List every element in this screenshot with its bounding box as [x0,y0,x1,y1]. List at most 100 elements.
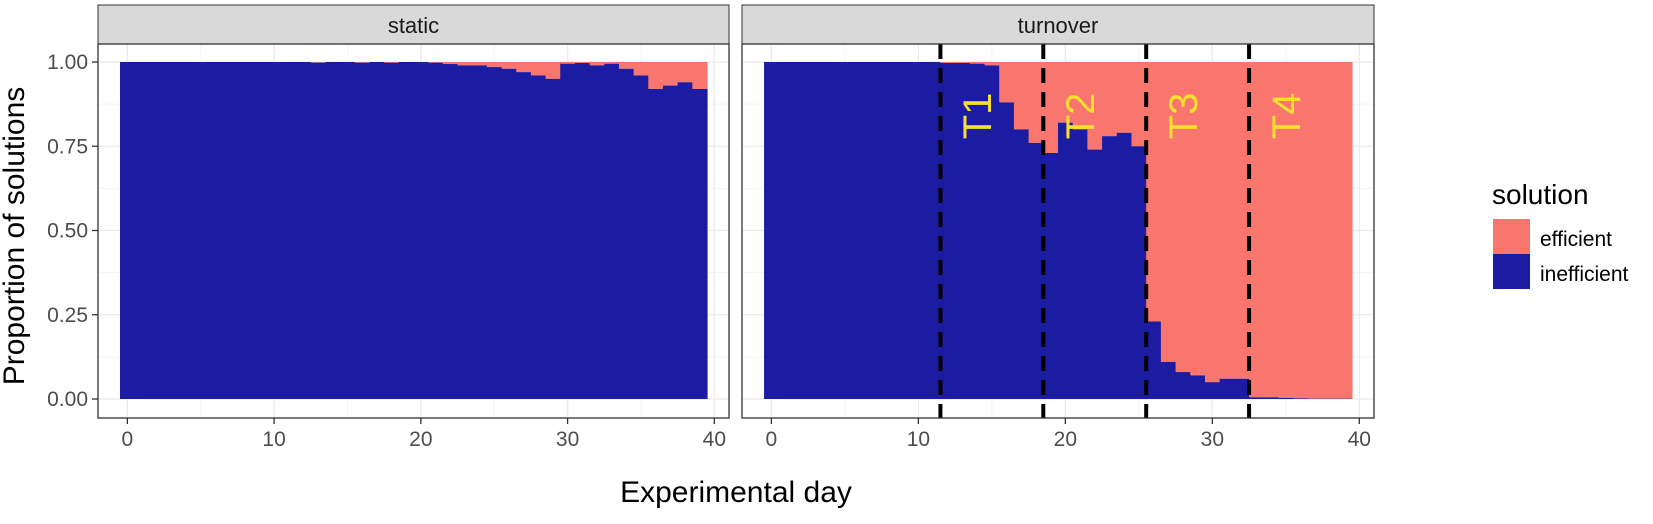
bar-inefficient-day-5 [838,62,853,399]
bar-inefficient-day-37 [663,86,678,399]
bar-efficient-day-18 [384,62,399,63]
bar-inefficient-day-7 [223,62,238,399]
bar-inefficient-day-0 [764,62,779,399]
bar-inefficient-day-35 [634,75,649,399]
bar-inefficient-day-21 [428,63,443,399]
bar-inefficient-day-36 [648,89,663,399]
bar-efficient-day-37 [1308,62,1323,399]
bar-inefficient-day-26 [1146,321,1161,399]
bar-inefficient-day-35 [1278,398,1293,399]
bar-inefficient-day-28 [531,75,546,399]
y-tick-label: 0.50 [47,220,88,243]
bar-inefficient-day-1 [135,62,150,399]
bar-inefficient-day-20 [414,62,429,399]
bar-efficient-day-36 [648,62,663,89]
bar-inefficient-day-31 [1220,379,1235,399]
bar-inefficient-day-5 [193,62,208,399]
bar-inefficient-day-13 [311,63,326,399]
bar-inefficient-day-34 [1264,397,1279,399]
x-tick-label: 40 [703,428,726,451]
bar-inefficient-day-28 [1176,372,1191,399]
annotation-T3: T3 [1162,93,1206,140]
x-tick-label: 0 [122,428,134,451]
bar-efficient-day-30 [560,62,575,64]
bar-efficient-day-23 [458,62,473,65]
bar-inefficient-day-27 [516,72,531,399]
bar-inefficient-day-16 [999,102,1014,399]
bar-efficient-day-26 [1146,62,1161,321]
legend: solution efficient inefficient [1492,179,1629,289]
bar-efficient-day-28 [531,62,546,75]
bar-inefficient-day-19 [399,62,414,399]
bar-inefficient-day-17 [369,62,384,399]
bar-inefficient-day-33 [604,64,619,399]
bar-efficient-day-12 [940,62,955,63]
bar-efficient-day-13 [955,62,970,63]
bar-inefficient-day-15 [340,62,355,399]
bar-inefficient-day-11 [926,62,941,399]
bar-inefficient-day-22 [1087,150,1102,399]
x-tick-label: 20 [409,428,432,451]
bar-inefficient-day-32 [590,65,605,399]
bar-inefficient-day-24 [1117,133,1132,399]
x-tick-label: 40 [1348,428,1371,451]
bar-efficient-day-27 [516,62,531,72]
bar-inefficient-day-21 [1073,129,1088,399]
bar-inefficient-day-24 [472,65,487,399]
y-axis-title: Proportion of solutions [0,87,31,386]
bar-inefficient-day-23 [1102,136,1117,399]
bar-efficient-day-25 [487,62,502,67]
legend-label-efficient: efficient [1540,228,1612,251]
bar-efficient-day-29 [546,62,561,79]
bar-efficient-day-37 [663,62,678,86]
bar-efficient-day-35 [634,62,649,75]
bar-inefficient-day-26 [502,69,517,399]
bar-efficient-day-13 [311,62,326,63]
bar-inefficient-day-9 [896,62,911,399]
bar-efficient-day-16 [999,62,1014,102]
x-tick-label: 10 [907,428,930,451]
bar-inefficient-day-20 [1058,123,1073,399]
bar-inefficient-day-30 [560,64,575,399]
bar-inefficient-day-33 [1249,397,1264,399]
x-tick-label: 20 [1054,428,1077,451]
annotation-T1: T1 [956,93,1000,140]
bar-inefficient-day-12 [940,63,955,399]
bar-inefficient-day-0 [120,62,135,399]
bar-inefficient-day-7 [867,62,882,399]
bar-efficient-day-21 [428,62,443,63]
bar-inefficient-day-8 [882,62,897,399]
bar-inefficient-day-25 [487,67,502,399]
bar-inefficient-day-2 [149,62,164,399]
bar-inefficient-day-17 [1014,129,1029,399]
bar-inefficient-day-38 [678,82,693,399]
bar-inefficient-day-8 [237,62,252,399]
bar-inefficient-day-9 [252,62,267,399]
bar-inefficient-day-36 [1293,398,1308,399]
bar-efficient-day-16 [355,62,370,63]
bar-inefficient-day-29 [1190,375,1205,399]
bar-inefficient-day-14 [325,62,340,399]
legend-key-inefficient [1493,254,1530,289]
bar-inefficient-day-31 [575,63,590,399]
bar-inefficient-day-4 [179,62,194,399]
x-tick-label: 30 [1201,428,1224,451]
bar-efficient-day-39 [1337,62,1352,399]
bar-inefficient-day-11 [281,62,296,399]
bar-efficient-day-33 [604,62,619,64]
bar-inefficient-day-6 [208,62,223,399]
bar-efficient-day-26 [502,62,517,69]
bar-efficient-day-24 [1117,62,1132,133]
bar-efficient-day-22 [443,62,458,64]
y-tick-label: 1.00 [47,51,88,74]
annotation-T4: T4 [1265,93,1309,140]
bar-efficient-day-32 [590,62,605,65]
bar-efficient-day-33 [1249,62,1264,397]
facet-title-static: static [388,13,439,38]
bar-efficient-day-14 [970,62,985,64]
bar-efficient-day-38 [678,62,693,82]
